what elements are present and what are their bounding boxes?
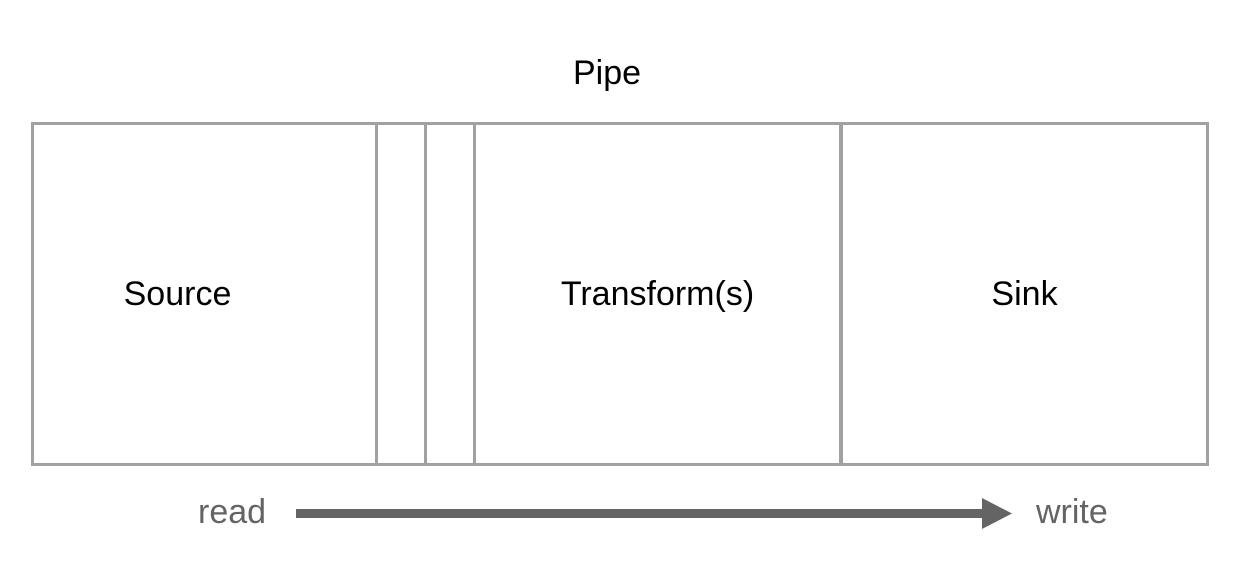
sink-box: Sink xyxy=(840,122,1209,466)
source-box: Source xyxy=(31,122,378,466)
sink-label: Sink xyxy=(991,275,1058,313)
read-label: read xyxy=(198,493,267,531)
intermediate-box-2 xyxy=(424,122,476,466)
source-label: Source xyxy=(123,275,232,313)
flow-arrow xyxy=(296,498,1012,529)
write-label: write xyxy=(1036,493,1108,531)
flow-arrow-head xyxy=(982,498,1012,529)
transform-box: Transform(s) xyxy=(473,122,842,466)
intermediate-box-1 xyxy=(375,122,427,466)
transform-label: Transform(s) xyxy=(560,275,755,313)
diagram-title: Pipe xyxy=(572,54,642,92)
flow-arrow-shaft xyxy=(296,509,986,518)
